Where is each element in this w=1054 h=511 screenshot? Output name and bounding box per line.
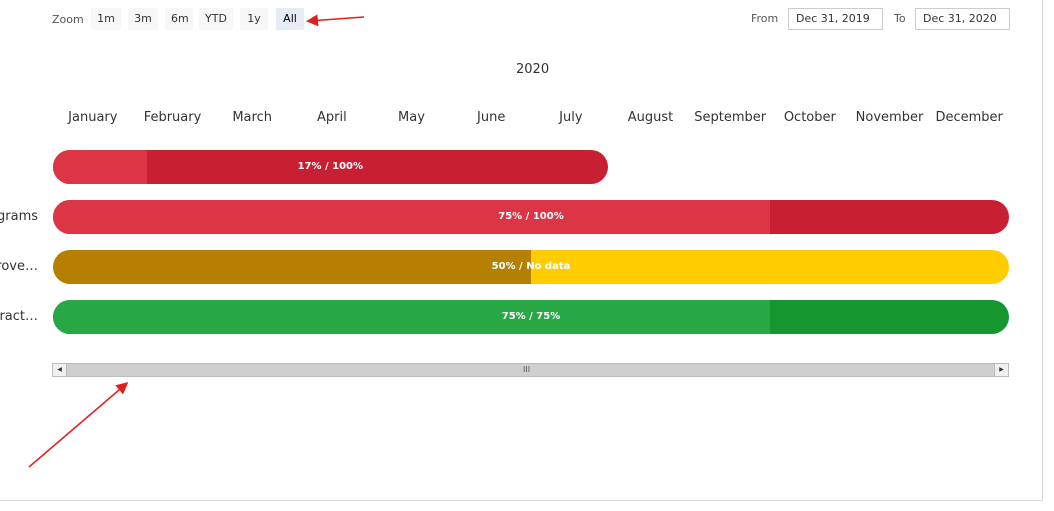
zoom-button-1m[interactable]: 1m [91,8,121,30]
month-label-june: June [477,110,506,125]
scroll-right-arrow-icon[interactable]: ▶ [994,364,1008,376]
scrollbar-grip-icon[interactable]: III [523,365,531,374]
zoom-button-1y[interactable]: 1y [240,8,268,30]
gantt-bar[interactable]: 17% / 100% [53,150,608,184]
zoom-button-ytd[interactable]: YTD [199,8,233,30]
gantt-bar[interactable]: 75% / 100% [53,200,1009,234]
zoom-button-3m[interactable]: 3m [128,8,158,30]
month-label-february: February [143,110,202,125]
month-label-september: September [694,110,767,125]
month-label-july: July [559,110,583,125]
zoom-button-6m[interactable]: 6m [165,8,193,30]
month-label-april: April [316,110,347,125]
month-label-august: August [627,110,674,125]
gantt-bar-progress-fill [53,300,770,334]
gantt-bar-label: 75% / 75% [501,311,561,322]
gantt-bar[interactable]: 50% / No data [53,250,1009,284]
gantt-bar-label: 50% / No data [491,261,571,272]
gantt-bar-label: 75% / 100% [498,211,564,222]
gantt-bar-progress-fill [53,250,531,284]
month-label-january: January [68,110,118,125]
row-label: rove… [0,259,38,274]
month-label-may: May [398,110,425,125]
horizontal-scrollbar[interactable]: ◀ III ▶ [52,363,1009,377]
from-date-input[interactable]: Dec 31, 2019 [788,8,883,30]
gantt-bar[interactable]: 75% / 75% [53,300,1009,334]
gantt-bar-progress-fill [53,150,148,184]
month-label-november: November [855,110,924,125]
scroll-left-arrow-icon[interactable]: ◀ [53,364,67,376]
row-label: tract… [0,309,38,324]
from-label: From [751,12,779,25]
gantt-bar-progress-fill [53,200,770,234]
zoom-label: Zoom [52,13,84,26]
zoom-button-all[interactable]: All [276,8,304,30]
to-date-input[interactable]: Dec 31, 2020 [915,8,1010,30]
gantt-bar-label: 17% / 100% [297,161,364,172]
to-label: To [894,12,906,25]
month-label-october: October [783,110,836,125]
row-label: grams [0,209,38,224]
month-label-march: March [232,110,272,125]
month-label-december: December [935,110,1003,125]
